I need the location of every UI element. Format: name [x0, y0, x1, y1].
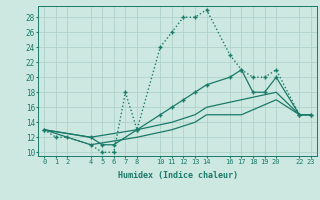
X-axis label: Humidex (Indice chaleur): Humidex (Indice chaleur): [118, 171, 238, 180]
